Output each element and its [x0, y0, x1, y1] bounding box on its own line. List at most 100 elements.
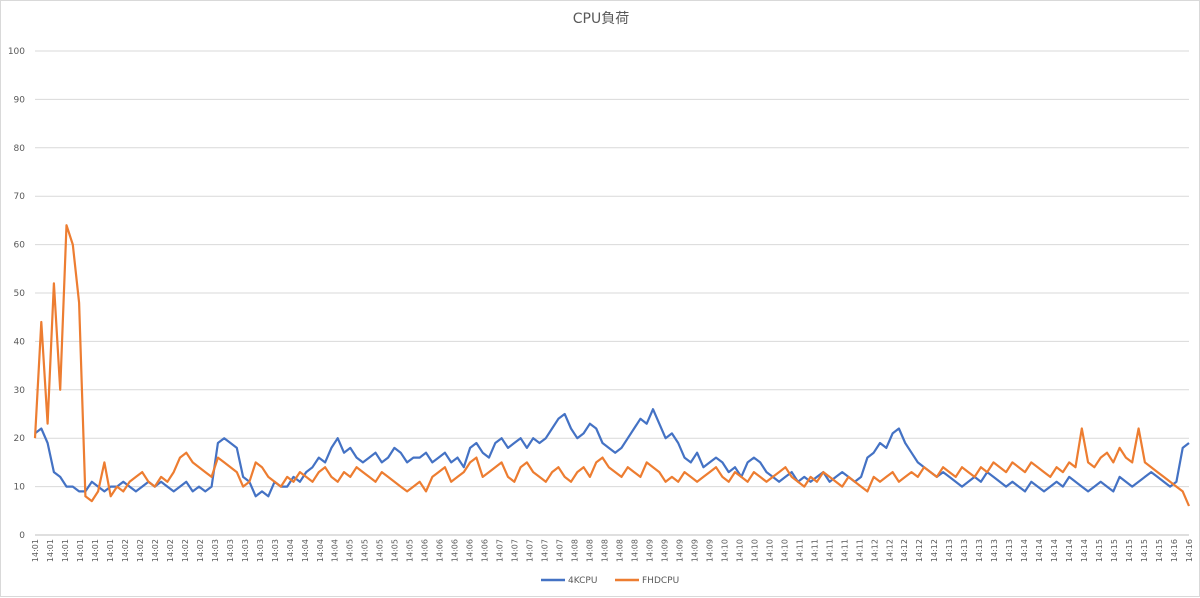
- x-tick-label: 14:05: [406, 539, 415, 562]
- x-tick-label: 14:03: [226, 539, 235, 562]
- x-tick-label: 14:07: [556, 539, 565, 562]
- y-tick-label: 80: [14, 144, 26, 154]
- series-lines: [33, 224, 1191, 507]
- x-tick-label: 14:14: [1035, 539, 1044, 562]
- x-tick-label: 14:05: [376, 539, 385, 562]
- x-tick-label: 14:01: [46, 539, 55, 562]
- x-tick-label: 14:14: [1065, 539, 1074, 562]
- x-tick-label: 14:13: [960, 539, 969, 562]
- x-tick-label: 14:03: [241, 539, 250, 562]
- y-tick-label: 0: [19, 531, 25, 541]
- x-tick-label: 14:08: [630, 539, 639, 562]
- y-tick-label: 60: [14, 241, 26, 251]
- x-tick-label: 14:08: [601, 539, 610, 562]
- x-tick-label: 14:15: [1140, 539, 1149, 562]
- x-tick-label: 14:10: [720, 539, 729, 562]
- chart-title: CPU負荷: [573, 11, 629, 27]
- x-tick-label: 14:06: [451, 539, 460, 562]
- x-tick-label: 14:08: [571, 539, 580, 562]
- x-tick-label: 14:05: [361, 539, 370, 562]
- x-tick-label: 14:05: [346, 539, 355, 562]
- x-tick-label: 14:02: [181, 539, 190, 562]
- y-tick-label: 30: [14, 386, 26, 396]
- x-tick-label: 14:11: [840, 539, 849, 562]
- x-tick-label: 14:15: [1110, 539, 1119, 562]
- legend-label-4kcpu: 4KCPU: [568, 576, 597, 586]
- x-tick-label: 14:01: [91, 539, 100, 562]
- x-tick-label: 14:12: [915, 539, 924, 562]
- x-tick-label: 14:06: [481, 539, 490, 562]
- x-tick-label: 14:12: [900, 539, 909, 562]
- y-tick-label: 70: [14, 192, 26, 202]
- x-tick-label: 14:14: [1080, 539, 1089, 562]
- series-line-4kcpu: [34, 408, 1190, 498]
- y-axis-ticks: 0 10 20 30 40 50 60 70 80 90 100: [8, 47, 25, 541]
- x-tick-label: 14:06: [466, 539, 475, 562]
- x-tick-label: 14:01: [61, 539, 70, 562]
- x-tick-label: 14:04: [286, 539, 295, 562]
- x-tick-label: 14:14: [1050, 539, 1059, 562]
- x-tick-label: 14:13: [990, 539, 999, 562]
- x-tick-label: 14:01: [31, 539, 40, 562]
- x-tick-label: 14:08: [615, 539, 624, 562]
- x-tick-label: 14:09: [705, 539, 714, 562]
- x-tick-label: 14:06: [421, 539, 430, 562]
- x-tick-label: 14:09: [675, 539, 684, 562]
- x-tick-label: 14:03: [256, 539, 265, 562]
- x-tick-label: 14:11: [855, 539, 864, 562]
- x-tick-label: 14:04: [316, 539, 325, 562]
- x-tick-label: 14:08: [586, 539, 595, 562]
- x-tick-label: 14:07: [496, 539, 505, 562]
- x-tick-label: 14:10: [765, 539, 774, 562]
- x-tick-label: 14:02: [136, 539, 145, 562]
- x-tick-label: 14:11: [825, 539, 834, 562]
- legend: 4KCPU FHDCPU: [541, 576, 679, 586]
- x-tick-label: 14:09: [660, 539, 669, 562]
- x-tick-label: 14:10: [750, 539, 759, 562]
- y-tick-label: 90: [14, 95, 26, 105]
- y-tick-label: 40: [14, 337, 26, 347]
- x-tick-label: 14:16: [1185, 539, 1194, 562]
- x-tick-label: 14:02: [196, 539, 205, 562]
- x-tick-label: 14:13: [945, 539, 954, 562]
- x-tick-label: 14:03: [271, 539, 280, 562]
- legend-label-fhdcpu: FHDCPU: [642, 576, 679, 586]
- y-tick-label: 10: [14, 483, 26, 493]
- x-tick-label: 14:15: [1125, 539, 1134, 562]
- x-tick-label: 14:15: [1095, 539, 1104, 562]
- x-tick-label: 14:06: [436, 539, 445, 562]
- x-tick-label: 14:16: [1170, 539, 1179, 562]
- x-tick-label: 14:07: [526, 539, 535, 562]
- x-tick-label: 14:12: [885, 539, 894, 562]
- x-tick-label: 14:11: [795, 539, 804, 562]
- y-tick-label: 20: [14, 434, 26, 444]
- x-tick-label: 14:04: [301, 539, 310, 562]
- x-tick-label: 14:02: [121, 539, 130, 562]
- y-tick-label: 100: [8, 47, 25, 57]
- gridlines: [35, 50, 1189, 536]
- x-tick-label: 14:12: [870, 539, 879, 562]
- x-tick-label: 14:09: [690, 539, 699, 562]
- x-tick-label: 14:01: [76, 539, 85, 562]
- x-tick-label: 14:11: [810, 539, 819, 562]
- x-tick-label: 14:03: [211, 539, 220, 562]
- x-tick-label: 14:13: [975, 539, 984, 562]
- x-tick-label: 14:10: [780, 539, 789, 562]
- x-tick-label: 14:01: [106, 539, 115, 562]
- x-tick-label: 14:02: [166, 539, 175, 562]
- x-tick-label: 14:04: [331, 539, 340, 562]
- x-tick-label: 14:13: [1005, 539, 1014, 562]
- y-tick-label: 50: [14, 289, 26, 299]
- series-line-fhdcpu: [33, 224, 1191, 507]
- x-tick-label: 14:10: [735, 539, 744, 562]
- x-axis-ticks: 14:01 14:01 14:01 14:01 14:01 14:01 14:02 14:02…: [31, 539, 1194, 562]
- x-tick-label: 14:09: [645, 539, 654, 562]
- x-tick-label: 14:07: [541, 539, 550, 562]
- x-tick-label: 14:14: [1020, 539, 1029, 562]
- x-tick-label: 14:15: [1155, 539, 1164, 562]
- x-tick-label: 14:05: [391, 539, 400, 562]
- x-tick-label: 14:12: [930, 539, 939, 562]
- x-tick-label: 14:07: [511, 539, 520, 562]
